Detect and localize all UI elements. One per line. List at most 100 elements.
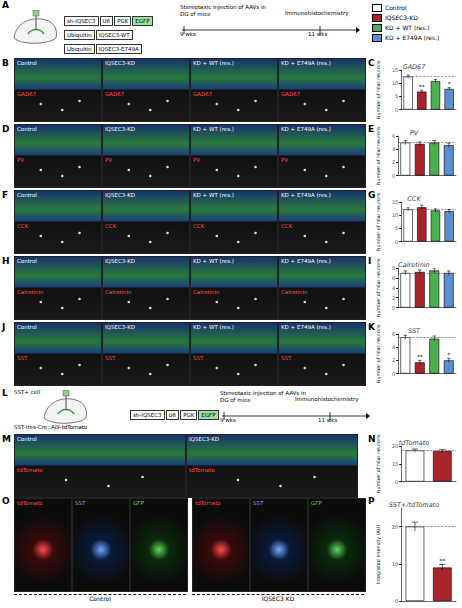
html-text:Ubiquitin: Ubiquitin	[67, 32, 92, 38]
svg-text:2: 2	[392, 159, 395, 165]
html-text:IQSEC3-KD: IQSEC3-KD	[105, 192, 136, 198]
svg-text:SST: SST	[408, 327, 421, 335]
html-text:KD + WT (res.): KD + WT (res.)	[193, 60, 234, 66]
svg-text:Number of hilar neurons: Number of hilar neurons	[376, 258, 381, 317]
html-text:Control: Control	[17, 60, 37, 66]
svg-text:0: 0	[392, 371, 395, 377]
svg-text:8: 8	[392, 265, 395, 271]
svg-text:15: 15	[392, 199, 398, 205]
html-text:KD + E749A (res.): KD + E749A (res.)	[385, 34, 440, 42]
svg-text:2: 2	[392, 295, 395, 301]
html-text:KD + E749A (res.): KD + E749A (res.)	[281, 126, 331, 132]
html-text:GAD67: GAD67	[17, 91, 37, 97]
html-text:G: G	[368, 190, 376, 200]
html-text:H: H	[2, 256, 10, 266]
html-text:CCK: CCK	[193, 223, 205, 229]
svg-text:6: 6	[392, 331, 395, 337]
html-text:GAD67: GAD67	[193, 91, 213, 97]
svg-text:PV: PV	[410, 129, 419, 137]
html-text:Control: Control	[89, 595, 111, 602]
html-text:9 wks: 9 wks	[180, 31, 196, 37]
svg-text:Number of hilar neurons: Number of hilar neurons	[376, 324, 381, 383]
svg-text:0: 0	[392, 173, 395, 179]
html-text:IQSEC3-KD: IQSEC3-KD	[105, 126, 136, 132]
svg-text:20: 20	[392, 443, 398, 449]
html-text:Immunohistochemistry: Immunohistochemistry	[285, 10, 349, 16]
svg-text:10: 10	[392, 461, 398, 467]
html-text:IQSEC3 KD: IQSEC3 KD	[261, 595, 295, 602]
svg-text:0: 0	[395, 107, 398, 113]
html-text:IQSEC3-KD: IQSEC3-KD	[385, 14, 418, 22]
svg-text:0: 0	[392, 305, 395, 311]
svg-text:4: 4	[392, 146, 395, 152]
html-text:EGFP: EGFP	[135, 18, 150, 24]
html-text:IQSEC3-E749A: IQSEC3-E749A	[98, 46, 139, 52]
html-text:Control: Control	[385, 4, 407, 12]
html-text:GAD67: GAD67	[281, 91, 301, 97]
svg-text:2: 2	[392, 357, 395, 363]
html-text:M: M	[2, 434, 11, 444]
svg-text:0: 0	[395, 598, 398, 604]
svg-text:Calretinin: Calretinin	[398, 261, 429, 269]
html-text:A: A	[2, 0, 9, 10]
svg-text:6: 6	[392, 275, 395, 281]
html-text:IQSEC3-KD: IQSEC3-KD	[105, 60, 136, 66]
html-text:PV: PV	[17, 157, 25, 163]
html-text:U6: U6	[102, 18, 111, 24]
svg-text:Number of hilar neurons: Number of hilar neurons	[376, 126, 381, 185]
html-text:Stereotaxic injection of AAVs: Stereotaxic injection of AAVs in DG of m…	[220, 390, 306, 403]
html-text:P: P	[368, 496, 375, 506]
svg-text:10: 10	[392, 561, 398, 567]
svg-text:Number of hilar neurons: Number of hilar neurons	[376, 192, 381, 251]
html-text:CCK: CCK	[17, 223, 29, 229]
html-text:N: N	[368, 434, 376, 444]
html-text:KD + E749A (res.): KD + E749A (res.)	[281, 60, 331, 66]
svg-text:20: 20	[392, 524, 398, 530]
svg-text:CCK: CCK	[407, 195, 421, 203]
html-text:KD + WT (res.): KD + WT (res.)	[385, 24, 430, 32]
html-text:O: O	[2, 496, 10, 506]
html-text:E: E	[368, 124, 375, 134]
svg-text:*: *	[447, 351, 450, 358]
html-text:C: C	[368, 58, 375, 68]
html-text:Stereotaxic injection of AAVs: Stereotaxic injection of AAVs in DG of m…	[180, 4, 266, 17]
svg-text:Number of hilar neurons: Number of hilar neurons	[376, 60, 381, 119]
svg-text:4: 4	[392, 285, 395, 291]
html-text:KD + WT (res.): KD + WT (res.)	[193, 192, 234, 198]
html-text:PV: PV	[281, 157, 289, 163]
svg-text:*: *	[448, 80, 451, 87]
svg-text:0: 0	[395, 239, 398, 245]
svg-text:SST+/tdTomato: SST+/tdTomato	[389, 501, 439, 509]
svg-text:0: 0	[395, 479, 398, 485]
svg-text:**: **	[439, 557, 445, 564]
svg-text:5: 5	[395, 93, 398, 99]
svg-text:6: 6	[392, 133, 395, 139]
html-text:Control: Control	[17, 126, 37, 132]
svg-text:**: **	[417, 353, 423, 360]
html-text:PV: PV	[193, 157, 201, 163]
svg-text:tdTomato: tdTomato	[399, 439, 430, 447]
html-text:sh-IQSEC3: sh-IQSEC3	[67, 18, 96, 24]
html-text:Control: Control	[17, 192, 37, 198]
svg-text:Integrated intensity (AU): Integrated intensity (AU)	[376, 525, 381, 585]
html-text:F: F	[2, 190, 9, 200]
svg-text:**: **	[419, 83, 425, 90]
svg-text:5: 5	[395, 225, 398, 231]
svg-text:Number of hilar neurons: Number of hilar neurons	[376, 434, 381, 493]
html-text:K: K	[368, 322, 375, 332]
html-text:PGK: PGK	[117, 18, 129, 24]
html-text:11 wks: 11 wks	[308, 31, 328, 37]
svg-text:4: 4	[392, 344, 395, 350]
html-text:GAD67: GAD67	[105, 91, 125, 97]
html-text:B: B	[2, 58, 9, 68]
svg-text:GAD67: GAD67	[403, 63, 427, 71]
svg-text:10: 10	[392, 212, 398, 218]
html-text:KD + WT (res.): KD + WT (res.)	[193, 126, 234, 132]
svg-text:10: 10	[392, 80, 398, 86]
html-text:D: D	[2, 124, 10, 134]
html-text:PV: PV	[105, 157, 113, 163]
html-text:IQSEC3-WT: IQSEC3-WT	[98, 32, 130, 38]
html-text:Ubiquitin: Ubiquitin	[67, 46, 92, 52]
svg-text:15: 15	[392, 67, 398, 73]
html-text:CCK: CCK	[105, 223, 117, 229]
